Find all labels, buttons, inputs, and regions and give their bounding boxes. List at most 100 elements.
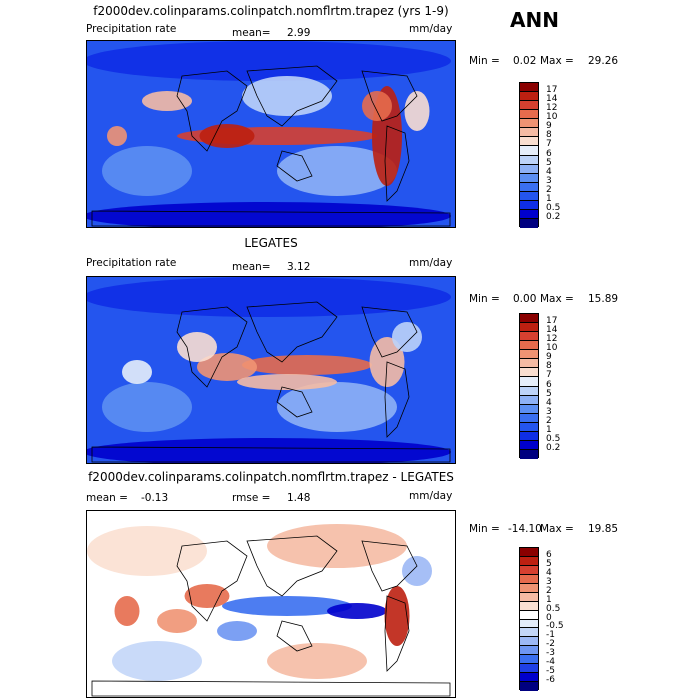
colorbar-swatch xyxy=(520,359,538,369)
colorbar-swatch xyxy=(520,350,538,360)
field-blob xyxy=(87,202,451,227)
colorbar-swatch xyxy=(520,592,538,602)
field-blob xyxy=(87,526,207,576)
colorbar-level-label: 0.2 xyxy=(546,442,561,453)
continent-outline xyxy=(246,301,338,363)
continent-outline xyxy=(91,210,451,227)
colorbar-swatch xyxy=(520,182,538,192)
panel-1-min-value: 0.02 xyxy=(513,55,537,67)
colorbar-swatch xyxy=(520,191,538,201)
panel-1-colorbar xyxy=(519,82,539,228)
colorbar-swatch xyxy=(520,218,538,228)
colorbar-level-label: 2 xyxy=(546,585,552,596)
panel-1-variable-label: Precipitation rate xyxy=(86,23,177,35)
colorbar-level-label: 0 xyxy=(546,612,552,623)
panel-1-units: mm/day xyxy=(409,23,453,35)
colorbar-level-label: 14 xyxy=(546,94,558,105)
colorbar-level-label: 0.5 xyxy=(546,603,561,614)
colorbar-swatch xyxy=(520,610,538,620)
field-blob xyxy=(277,382,397,432)
panel-2-max-label: Max = xyxy=(540,293,574,305)
colorbar-level-label: 10 xyxy=(546,343,558,354)
colorbar-level-label: 1 xyxy=(546,424,552,435)
colorbar-level-label: 7 xyxy=(546,370,552,381)
panel-2-map-svg xyxy=(87,277,455,463)
colorbar-level-label: -2 xyxy=(546,639,555,650)
colorbar-level-label: 9 xyxy=(546,121,552,132)
field-blob xyxy=(102,146,192,196)
continent-outline xyxy=(361,70,418,122)
panel-2-units: mm/day xyxy=(409,257,453,269)
continent-outline xyxy=(246,535,338,597)
panel-1-mean-label: mean= xyxy=(232,27,271,39)
panel-2-min-value: 0.00 xyxy=(513,293,537,305)
field-blob xyxy=(362,91,392,121)
colorbar-swatch xyxy=(520,637,538,647)
field-blob xyxy=(177,332,217,362)
panel-3-min-label: Min = xyxy=(469,523,500,535)
colorbar-level-label: 17 xyxy=(546,85,558,96)
colorbar-swatch xyxy=(520,155,538,165)
colorbar-level-label: 3 xyxy=(546,406,552,417)
colorbar-swatch xyxy=(520,323,538,333)
panel-3-max-label: Max = xyxy=(540,523,574,535)
colorbar-swatch xyxy=(520,646,538,656)
panel-2-max-value: 15.89 xyxy=(588,293,619,305)
colorbar-swatch xyxy=(520,128,538,138)
colorbar-level-label: 5 xyxy=(546,157,552,168)
colorbar-swatch xyxy=(520,574,538,584)
colorbar-level-label: 10 xyxy=(546,112,558,123)
field-blob xyxy=(242,76,332,116)
panel-1-map-svg xyxy=(87,41,455,227)
colorbar-level-label: 1 xyxy=(546,594,552,605)
colorbar-swatch xyxy=(520,440,538,450)
colorbar-level-label: 8 xyxy=(546,361,552,372)
colorbar-swatch xyxy=(520,601,538,611)
panel-3-rmse-label: rmse = xyxy=(232,492,271,504)
colorbar-swatch xyxy=(520,164,538,174)
colorbar-level-label: 17 xyxy=(546,316,558,327)
panel-1-max-value: 29.26 xyxy=(588,55,619,67)
colorbar-swatch xyxy=(520,619,538,629)
field-blob xyxy=(217,621,257,641)
colorbar-level-label: 0.5 xyxy=(546,202,561,213)
panel-3-colorbar xyxy=(519,547,539,691)
colorbar-level-label: 7 xyxy=(546,139,552,150)
colorbar-swatch xyxy=(520,83,538,93)
colorbar-level-label: 5 xyxy=(546,558,552,569)
panel-3-map xyxy=(86,510,456,698)
colorbar-swatch xyxy=(520,368,538,378)
panel-2-map xyxy=(86,276,456,464)
continent-outline xyxy=(384,595,410,672)
continent-outline xyxy=(176,70,248,152)
panel-3-mean-value: -0.13 xyxy=(141,492,169,504)
colorbar-level-label: -6 xyxy=(546,675,555,686)
panel-3-units: mm/day xyxy=(409,490,453,502)
field-blob xyxy=(107,126,127,146)
panel-3-min-value: -14.10 xyxy=(508,523,542,535)
field-blob xyxy=(114,596,140,626)
colorbar-swatch xyxy=(520,395,538,405)
continent-outline xyxy=(91,680,451,697)
continent-outline xyxy=(176,306,248,388)
colorbar-level-label: 14 xyxy=(546,325,558,336)
field-blob xyxy=(327,603,387,619)
panel-2-title: LEGATES xyxy=(244,236,298,250)
season-label: ANN xyxy=(510,8,559,32)
colorbar-level-label: 5 xyxy=(546,388,552,399)
colorbar-level-label: 6 xyxy=(546,379,552,390)
colorbar-swatch xyxy=(520,449,538,459)
colorbar-level-label: 4 xyxy=(546,397,552,408)
field-blob xyxy=(384,586,410,646)
colorbar-swatch xyxy=(520,548,538,557)
colorbar-level-label: 3 xyxy=(546,576,552,587)
colorbar-swatch xyxy=(520,404,538,414)
panel-2-mean-label: mean= xyxy=(232,261,271,273)
colorbar-level-label: 8 xyxy=(546,130,552,141)
colorbar-level-label: 3 xyxy=(546,175,552,186)
colorbar-swatch xyxy=(520,583,538,593)
field-blob xyxy=(197,353,257,381)
colorbar-level-label: 4 xyxy=(546,567,552,578)
colorbar-swatch xyxy=(520,101,538,111)
colorbar-level-label: 9 xyxy=(546,352,552,363)
